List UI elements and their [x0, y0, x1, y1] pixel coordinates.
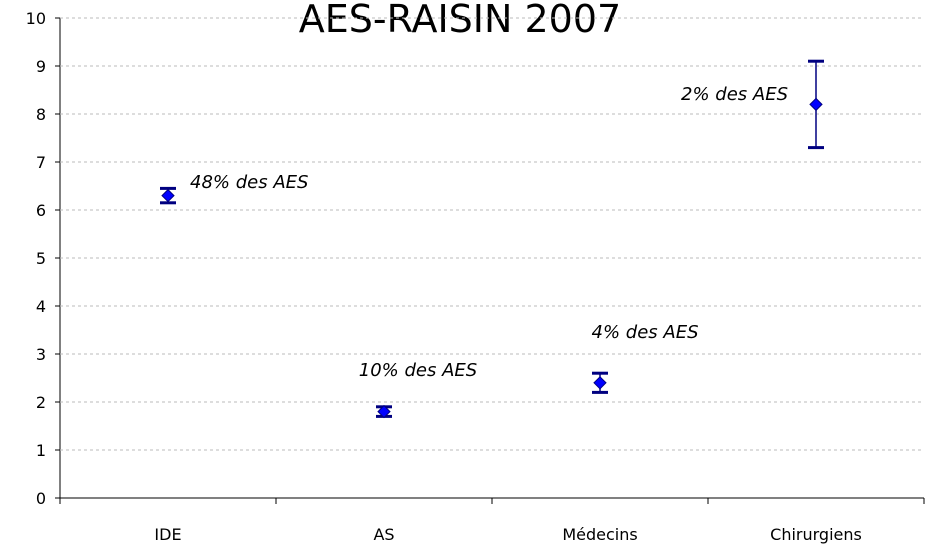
y-tick-label: 0 — [36, 489, 46, 508]
marker — [809, 97, 823, 112]
y-tick-label: 9 — [36, 57, 46, 76]
y-tick-label: 3 — [36, 345, 46, 364]
x-tick-label: AS — [373, 525, 394, 544]
annotation: 2% des AES — [681, 84, 788, 105]
y-tick-label: 8 — [36, 105, 46, 124]
y-tick-label: 6 — [36, 201, 46, 220]
marker — [161, 188, 175, 203]
chart-title: AES-RAISIN 2007 — [299, 0, 621, 41]
y-tick-label: 1 — [36, 441, 46, 460]
y-tick-label: 7 — [36, 153, 46, 172]
y-tick-label: 10 — [26, 9, 46, 28]
marker — [377, 404, 391, 419]
x-tick-label: Médecins — [562, 525, 637, 544]
marker — [593, 376, 607, 390]
x-tick-label: Chirurgiens — [770, 525, 862, 544]
annotation: 10% des AES — [359, 360, 477, 381]
y-tick-label: 2 — [36, 393, 46, 412]
annotation: 48% des AES — [190, 172, 308, 193]
x-tick-label: IDE — [154, 525, 181, 544]
y-tick-label: 5 — [36, 249, 46, 268]
y-tick-label: 4 — [36, 297, 46, 316]
annotation: 4% des AES — [592, 322, 699, 343]
